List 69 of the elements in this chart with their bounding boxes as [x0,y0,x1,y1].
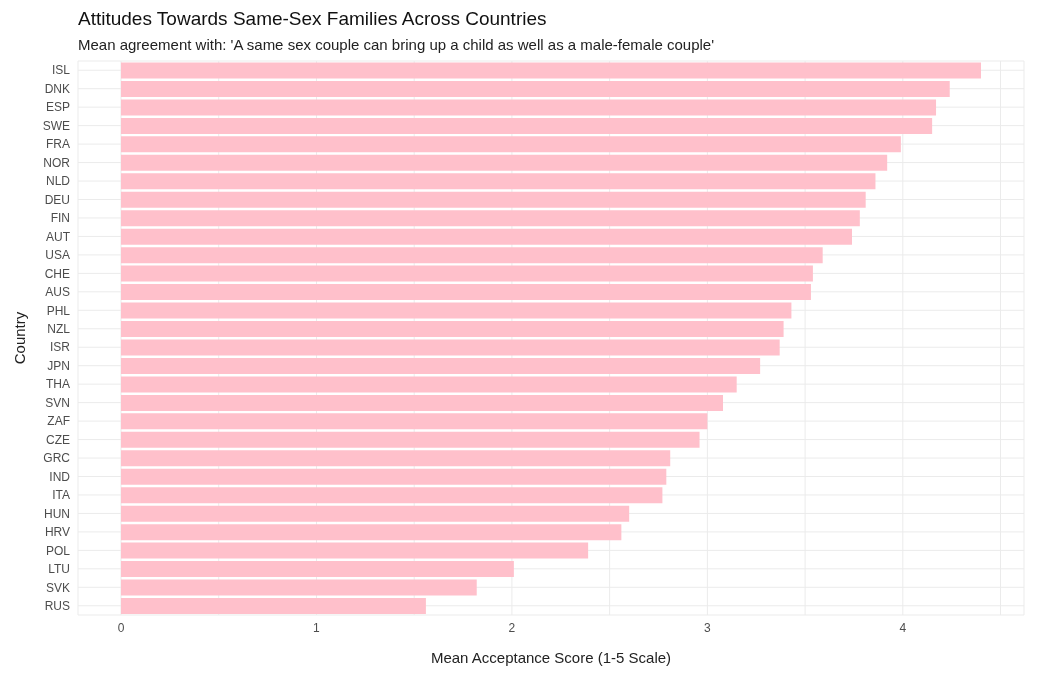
bar [121,468,667,485]
bar [121,228,852,245]
bar [121,413,708,430]
x-tick-label: 2 [508,620,516,635]
y-tick-label: AUT [46,229,71,244]
bar [121,524,622,541]
y-axis-title: Country [11,311,29,365]
y-tick-label: PHL [46,303,71,318]
y-tick-label: AUS [45,285,70,300]
y-tick-label: ISR [49,340,71,355]
bar [121,357,761,374]
bar [121,321,784,338]
bar [121,561,514,578]
bar [121,284,811,301]
bar [121,62,981,79]
y-tick-label: HRV [44,525,70,540]
x-tick-label: 4 [899,620,907,635]
bar [121,80,950,97]
y-tick-label: SVN [45,395,70,410]
bar [121,99,937,116]
y-tick-label: ESP [45,100,70,115]
y-tick-label: ZAF [47,414,70,429]
bar [121,265,813,282]
y-tick-label: IND [49,469,71,484]
x-tick-label: 3 [704,620,712,635]
y-tick-label: RUS [44,599,70,614]
y-tick-label: CZE [46,432,70,447]
bar [121,247,823,264]
bar [121,136,901,153]
y-tick-label: CHE [44,266,70,281]
y-tick-label: JPN [47,358,70,373]
bar [121,117,933,134]
bar [121,154,888,171]
bar [121,542,589,559]
y-tick-label: THA [46,377,70,392]
y-tick-label: DEU [44,192,70,207]
bar [121,339,780,356]
y-tick-label: DNK [44,81,70,96]
y-tick-label: USA [45,248,70,263]
chart-subtitle: Mean agreement with: 'A same sex couple can bring up a child as well as a male-female couple' [78,36,716,53]
y-tick-label: NLD [45,174,71,189]
y-tick-label: NOR [43,155,71,170]
bar [121,376,737,393]
y-tick-label: GRC [43,451,71,466]
bar [121,598,426,615]
y-tick-label: SVK [45,580,70,595]
x-axis-title: Mean Acceptance Score (1-5 Scale) [430,649,672,666]
bar [121,191,866,208]
bar [121,173,876,190]
y-tick-label: HUN [44,506,70,521]
y-tick-label: POL [45,543,71,558]
y-tick-label: FRA [46,137,70,152]
x-tick-label: 1 [313,620,321,635]
y-tick-label: SWE [42,118,70,133]
bar [121,431,700,448]
y-tick-label: FIN [50,211,70,226]
bar [121,394,723,411]
bar [121,210,860,227]
x-tick-label: 0 [117,620,125,635]
y-tick-label: ITA [52,488,70,503]
y-tick-label: NZL [47,322,71,337]
bar [121,505,630,522]
bar [121,450,671,467]
bar [121,579,477,596]
y-tick-label: LTU [48,562,70,577]
chart-title: Attitudes Towards Same-Sex Families Across Countries [78,8,548,30]
y-tick-label: ISL [51,63,71,78]
bar [121,302,792,319]
bar [121,487,663,504]
